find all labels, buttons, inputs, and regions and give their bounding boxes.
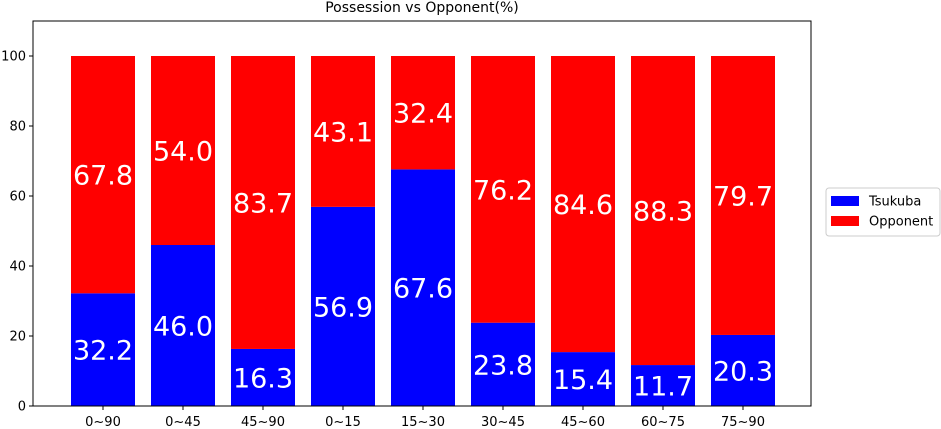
chart-title: Possession vs Opponent(%) — [325, 0, 519, 16]
data-label-tsukuba-0: 32.2 — [73, 336, 133, 367]
bar-tsukuba-3 — [311, 206, 375, 406]
x-tick-label-3: 0~15 — [325, 415, 361, 429]
data-label-tsukuba-6: 15.4 — [553, 365, 613, 396]
data-label-opponent-6: 84.6 — [553, 190, 613, 221]
x-tick-label-6: 45~60 — [561, 415, 605, 429]
bar-tsukuba-7 — [631, 365, 695, 406]
data-label-opponent-3: 43.1 — [313, 117, 373, 148]
bars-group — [71, 56, 775, 406]
bar-opponent-6 — [551, 56, 615, 353]
x-tick-label-2: 45~90 — [241, 415, 285, 429]
plot-frame — [32, 20, 812, 407]
bar-opponent-7 — [631, 56, 695, 366]
x-tick-label-7: 60~75 — [641, 415, 685, 429]
bar-opponent-0 — [71, 56, 135, 294]
bar-tsukuba-0 — [71, 293, 135, 406]
x-tick-label-8: 75~90 — [721, 415, 765, 429]
bar-tsukuba-4 — [391, 169, 455, 406]
y-tick-label-0: 0 — [18, 400, 26, 415]
x-tick-label-4: 15~30 — [401, 415, 445, 429]
x-tick-label-0: 0~90 — [85, 415, 121, 429]
bar-labels-group: 32.2 67.8 46.0 54.0 16.3 83.7 56.9 43.1 67.6 32.4… — [73, 99, 773, 403]
bar-opponent-8 — [711, 56, 775, 335]
data-label-tsukuba-4: 67.6 — [393, 274, 453, 305]
data-label-tsukuba-5: 23.8 — [473, 350, 533, 381]
data-label-tsukuba-1: 46.0 — [153, 312, 213, 343]
legend-swatch-opponent — [831, 216, 859, 226]
data-label-opponent-8: 79.7 — [713, 181, 773, 212]
y-axis: 0 20 40 60 80 100 — [1, 50, 33, 415]
y-tick-label-5: 100 — [1, 50, 26, 65]
data-label-tsukuba-7: 11.7 — [633, 372, 693, 403]
bar-opponent-2 — [231, 56, 295, 349]
bar-tsukuba-5 — [471, 322, 535, 406]
legend-label-tsukuba: Tsukuba — [868, 195, 921, 210]
data-label-opponent-0: 67.8 — [73, 161, 133, 192]
legend-label-opponent: Opponent — [869, 215, 933, 230]
data-label-tsukuba-3: 56.9 — [313, 292, 373, 323]
y-tick-label-4: 80 — [9, 120, 26, 135]
data-label-opponent-2: 83.7 — [233, 188, 293, 219]
data-label-tsukuba-8: 20.3 — [713, 356, 773, 387]
data-label-opponent-4: 32.4 — [393, 99, 453, 130]
bar-opponent-3 — [311, 56, 375, 207]
y-tick-label-2: 40 — [9, 260, 26, 275]
y-tick-label-3: 60 — [9, 190, 26, 205]
bar-opponent-4 — [391, 56, 455, 170]
bar-opponent-1 — [151, 56, 215, 245]
bar-opponent-5 — [471, 56, 535, 323]
data-label-tsukuba-2: 16.3 — [233, 363, 293, 394]
x-tick-label-5: 30~45 — [481, 415, 525, 429]
y-tick-label-1: 20 — [9, 330, 26, 345]
x-tick-label-1: 0~45 — [165, 415, 201, 429]
data-label-opponent-1: 54.0 — [153, 137, 213, 168]
bar-tsukuba-6 — [551, 352, 615, 406]
bar-tsukuba-2 — [231, 348, 295, 406]
data-label-opponent-5: 76.2 — [473, 175, 533, 206]
legend: Tsukuba Opponent — [825, 187, 941, 237]
legend-swatch-tsukuba — [831, 196, 859, 206]
data-label-opponent-7: 88.3 — [633, 197, 693, 228]
bar-tsukuba-8 — [711, 334, 775, 406]
x-axis: 0~90 0~45 45~90 0~15 15~30 30~45 45~60 60~75 75~… — [85, 406, 765, 429]
bar-tsukuba-1 — [151, 245, 215, 406]
